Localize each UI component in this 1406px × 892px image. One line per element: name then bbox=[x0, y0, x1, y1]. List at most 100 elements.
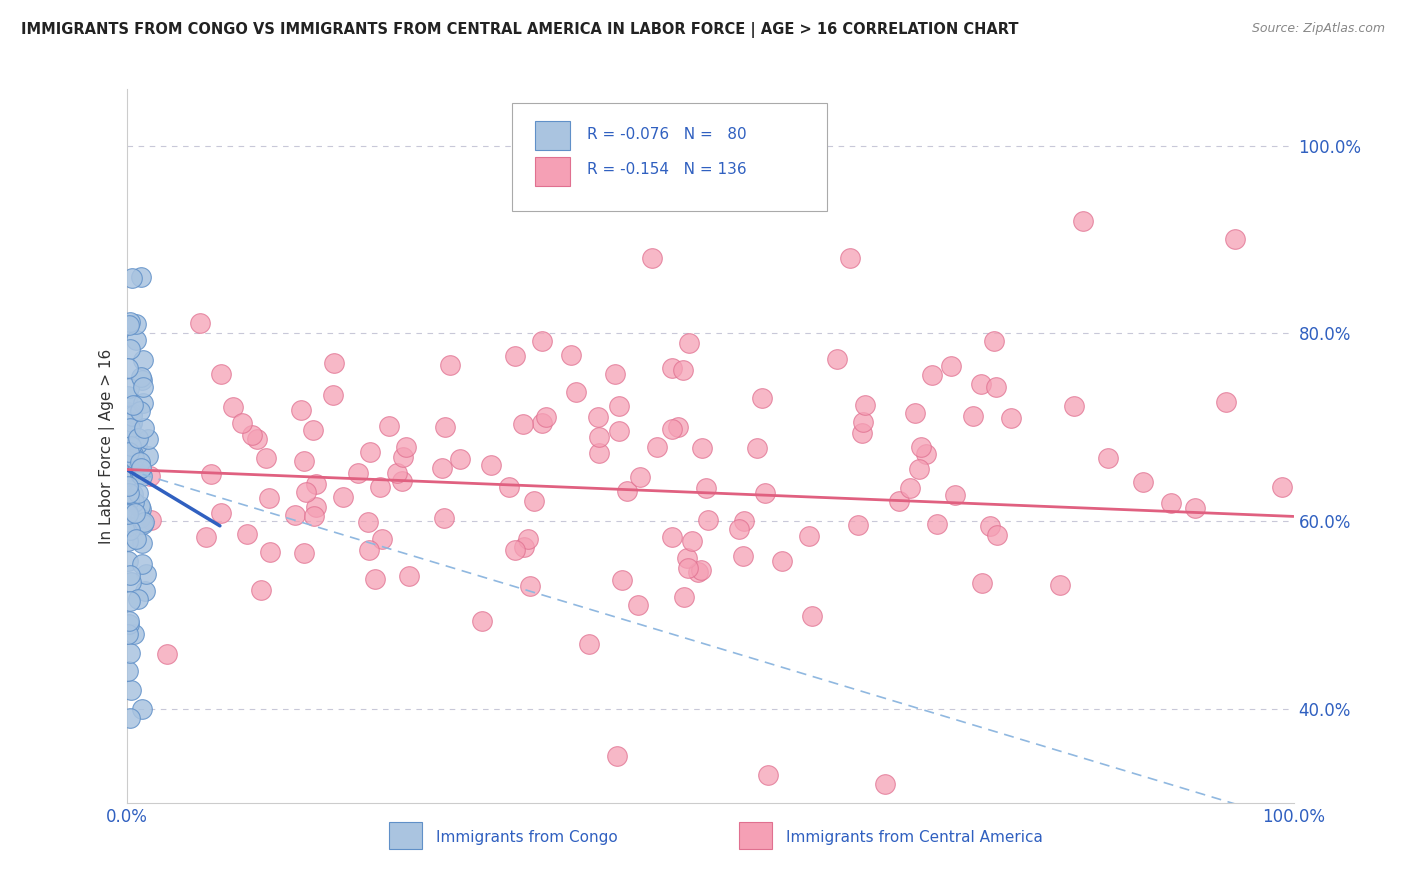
Point bbox=[136, 449, 159, 463]
Point bbox=[921, 368, 943, 382]
Point bbox=[853, 398, 876, 412]
Point bbox=[236, 526, 259, 541]
Point bbox=[1223, 232, 1246, 246]
Point bbox=[690, 441, 713, 455]
Point bbox=[284, 508, 307, 522]
Point bbox=[323, 356, 346, 370]
Point bbox=[129, 467, 152, 482]
Point bbox=[200, 467, 222, 481]
Point bbox=[117, 360, 139, 375]
Point bbox=[513, 540, 536, 554]
Point bbox=[301, 423, 323, 437]
Point bbox=[983, 334, 1005, 349]
Point bbox=[676, 561, 699, 575]
Point bbox=[370, 532, 392, 546]
Point bbox=[432, 511, 454, 525]
Point bbox=[433, 419, 456, 434]
Point bbox=[479, 458, 502, 473]
Point bbox=[1160, 496, 1182, 510]
Point bbox=[678, 336, 700, 351]
Point bbox=[122, 398, 145, 412]
Point bbox=[363, 572, 385, 586]
Point bbox=[512, 417, 534, 431]
Bar bbox=[536, 157, 569, 186]
Bar bbox=[536, 121, 569, 150]
Point bbox=[588, 446, 610, 460]
Point bbox=[647, 440, 669, 454]
Point bbox=[254, 451, 277, 466]
Point bbox=[825, 351, 848, 366]
Point bbox=[134, 420, 156, 434]
Point bbox=[1215, 394, 1237, 409]
Point bbox=[118, 315, 141, 329]
Point bbox=[385, 466, 408, 480]
Point bbox=[118, 468, 141, 483]
FancyBboxPatch shape bbox=[512, 103, 827, 211]
Bar bbox=[389, 822, 422, 849]
Point bbox=[770, 554, 793, 568]
Point bbox=[117, 627, 139, 641]
Point bbox=[117, 479, 139, 493]
Point bbox=[357, 542, 380, 557]
Point bbox=[121, 409, 143, 423]
Point bbox=[122, 627, 145, 641]
Point bbox=[395, 440, 418, 454]
Point bbox=[357, 515, 380, 529]
Point bbox=[120, 501, 142, 516]
Point bbox=[727, 522, 749, 536]
Point bbox=[332, 490, 354, 504]
Point bbox=[681, 533, 703, 548]
Point bbox=[671, 363, 693, 377]
Point bbox=[117, 553, 139, 567]
Point bbox=[141, 513, 163, 527]
Point bbox=[120, 342, 142, 356]
Point bbox=[607, 424, 630, 438]
Point bbox=[904, 406, 927, 420]
Point bbox=[887, 494, 910, 508]
Point bbox=[439, 359, 461, 373]
Point bbox=[628, 470, 651, 484]
Point bbox=[118, 444, 141, 458]
Point bbox=[132, 379, 155, 393]
Point bbox=[136, 432, 159, 446]
Point bbox=[986, 379, 1008, 393]
Point bbox=[129, 461, 152, 475]
Bar bbox=[740, 822, 772, 849]
Point bbox=[731, 549, 754, 563]
Point bbox=[943, 488, 966, 502]
Point bbox=[117, 405, 139, 419]
Point bbox=[606, 748, 628, 763]
Point bbox=[359, 444, 381, 458]
Point bbox=[586, 410, 609, 425]
Point bbox=[377, 418, 399, 433]
Point bbox=[129, 455, 152, 469]
Text: R = -0.154   N = 136: R = -0.154 N = 136 bbox=[588, 162, 747, 178]
Point bbox=[209, 506, 232, 520]
Point bbox=[249, 582, 271, 597]
Point bbox=[257, 491, 280, 505]
Point bbox=[290, 403, 312, 417]
Point bbox=[517, 532, 540, 546]
Point bbox=[673, 590, 696, 604]
Point bbox=[118, 491, 141, 506]
Point bbox=[1097, 451, 1119, 466]
Point bbox=[986, 528, 1008, 542]
Text: Immigrants from Congo: Immigrants from Congo bbox=[436, 830, 617, 845]
Point bbox=[392, 450, 415, 464]
Point bbox=[498, 480, 520, 494]
Point bbox=[322, 388, 344, 402]
Point bbox=[1000, 410, 1022, 425]
Text: Source: ZipAtlas.com: Source: ZipAtlas.com bbox=[1251, 22, 1385, 36]
Point bbox=[117, 508, 139, 522]
Point bbox=[754, 485, 776, 500]
Point bbox=[118, 617, 141, 632]
Point bbox=[125, 532, 148, 546]
Point bbox=[121, 447, 143, 461]
Point bbox=[503, 350, 526, 364]
Point bbox=[1063, 399, 1085, 413]
Point bbox=[302, 509, 325, 524]
Point bbox=[118, 493, 141, 508]
Point bbox=[1184, 500, 1206, 515]
Point bbox=[305, 500, 328, 514]
Point bbox=[797, 529, 820, 543]
